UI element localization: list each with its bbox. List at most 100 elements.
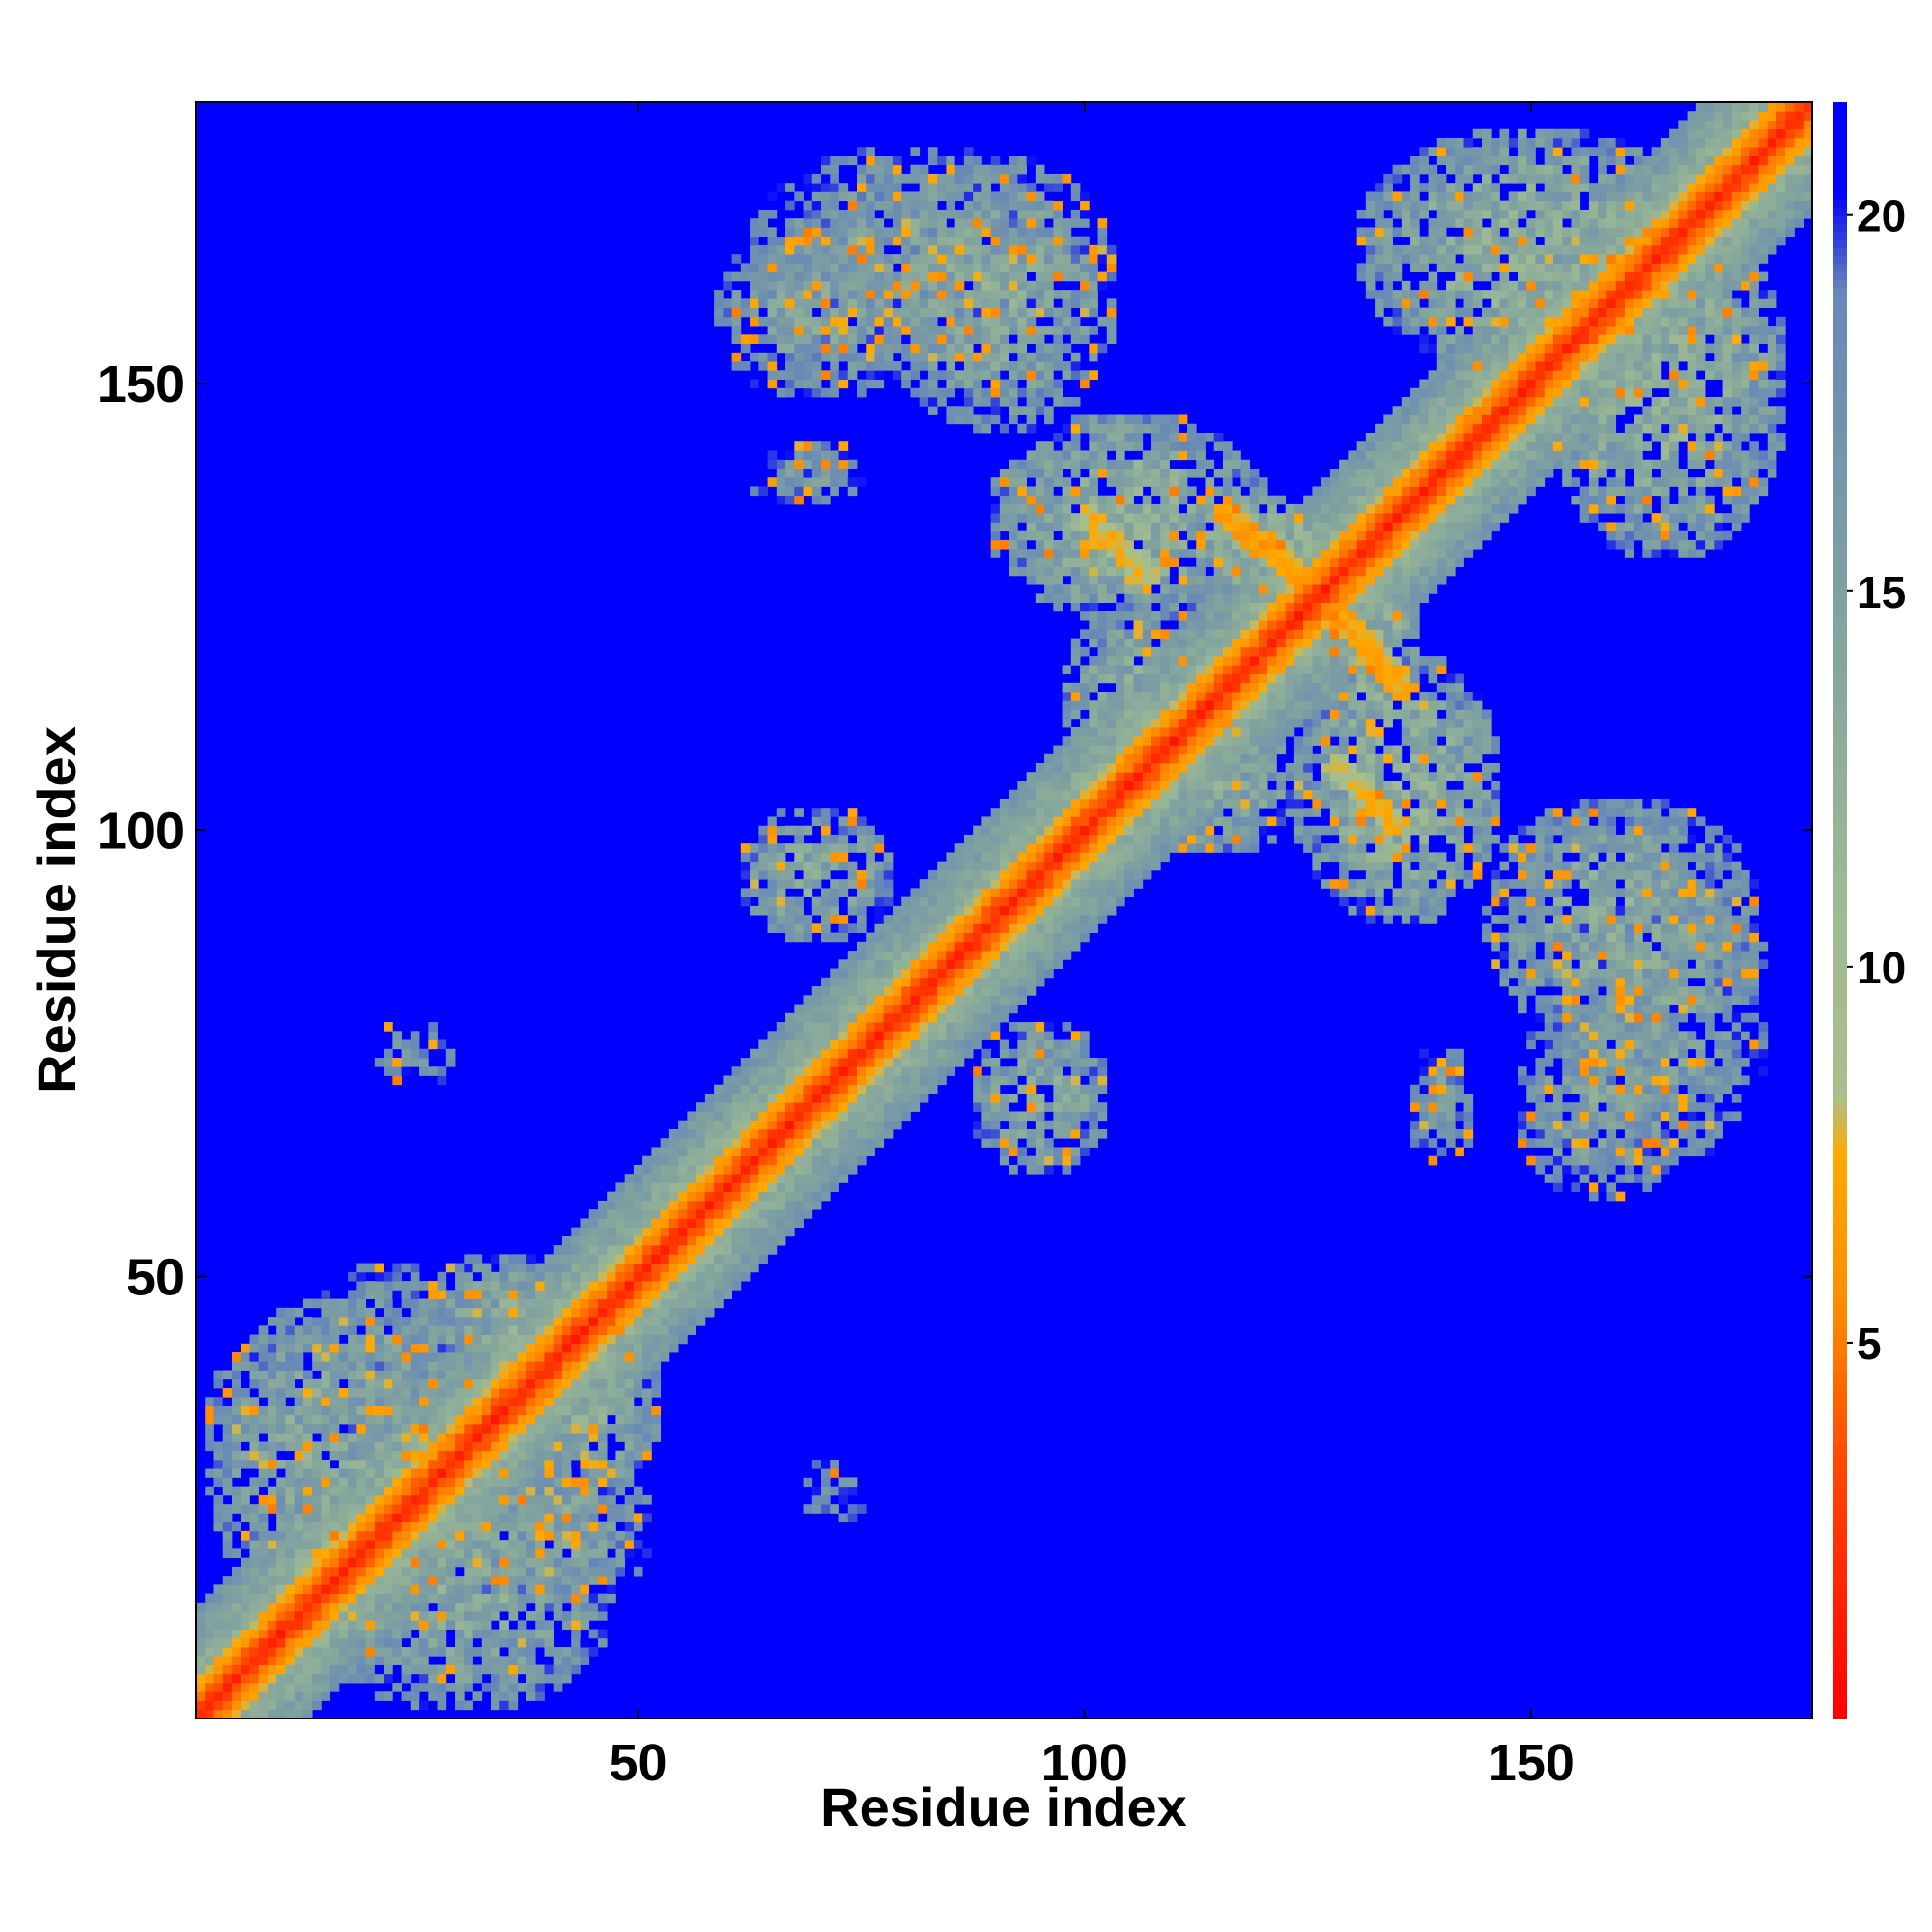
heatmap-cell bbox=[607, 1521, 616, 1532]
heatmap-cell bbox=[750, 1048, 759, 1059]
heatmap-cell bbox=[785, 477, 795, 487]
heatmap-cell bbox=[1035, 503, 1045, 514]
heatmap-cell bbox=[1080, 280, 1090, 291]
heatmap-cell bbox=[499, 1504, 509, 1514]
heatmap-cell bbox=[821, 986, 831, 996]
heatmap-cell bbox=[776, 1075, 786, 1086]
heatmap-cell bbox=[910, 173, 921, 184]
heatmap-cell bbox=[883, 941, 894, 952]
heatmap-cell bbox=[1017, 326, 1027, 335]
heatmap-cell bbox=[1017, 503, 1027, 514]
heatmap-cell bbox=[794, 361, 804, 371]
heatmap-cell bbox=[973, 1128, 982, 1139]
heatmap-cell bbox=[785, 486, 795, 497]
heatmap-cell bbox=[830, 1111, 839, 1122]
heatmap-cell bbox=[1070, 861, 1081, 871]
heatmap-cell bbox=[445, 1656, 456, 1665]
heatmap-cell bbox=[410, 1298, 420, 1309]
heatmap-cell bbox=[1062, 1058, 1072, 1067]
heatmap-cell bbox=[1080, 852, 1090, 863]
heatmap-cell bbox=[1053, 593, 1063, 604]
heatmap-cell bbox=[821, 1459, 831, 1469]
heatmap-cell bbox=[571, 1397, 581, 1406]
heatmap-cell bbox=[687, 1290, 697, 1299]
heatmap-cell bbox=[1062, 1128, 1072, 1139]
heatmap-cell bbox=[312, 1388, 322, 1398]
heatmap-cell bbox=[410, 1031, 420, 1040]
heatmap-cell bbox=[973, 995, 982, 1005]
heatmap-cell bbox=[990, 825, 1001, 836]
heatmap-cell bbox=[723, 1174, 732, 1183]
heatmap-cell bbox=[892, 334, 902, 344]
heatmap-cell bbox=[750, 254, 759, 264]
heatmap-cell bbox=[571, 1298, 581, 1309]
heatmap-cell bbox=[374, 1521, 384, 1532]
heatmap-cell bbox=[356, 1504, 367, 1514]
heatmap-cell bbox=[348, 1486, 357, 1496]
heatmap-cell bbox=[990, 361, 1001, 371]
heatmap-cell bbox=[981, 244, 992, 255]
heatmap-cell bbox=[374, 1441, 384, 1452]
heatmap-cell bbox=[241, 1494, 250, 1505]
heatmap-cell bbox=[821, 459, 831, 469]
heatmap-cell bbox=[267, 1494, 277, 1505]
heatmap-cell bbox=[767, 1111, 778, 1122]
heatmap-cell bbox=[847, 191, 858, 202]
heatmap-cell bbox=[830, 468, 839, 478]
heatmap-cell bbox=[1026, 1039, 1037, 1050]
heatmap-cell bbox=[526, 1494, 536, 1505]
heatmap-cell bbox=[963, 932, 974, 943]
heatmap-cell bbox=[374, 1397, 384, 1406]
heatmap-cell bbox=[856, 1075, 867, 1086]
heatmap-cell bbox=[1062, 218, 1072, 228]
heatmap-cell bbox=[954, 1012, 965, 1023]
heatmap-cell bbox=[1062, 1155, 1072, 1166]
heatmap-cell bbox=[1044, 495, 1054, 505]
heatmap-cell bbox=[963, 290, 974, 299]
heatmap-cell bbox=[954, 896, 965, 907]
heatmap-cell bbox=[374, 1656, 384, 1665]
heatmap-cell bbox=[830, 227, 839, 238]
heatmap-cell bbox=[1080, 905, 1090, 916]
heatmap-cell bbox=[571, 1423, 581, 1434]
heatmap-cell bbox=[401, 1066, 412, 1076]
heatmap-cell bbox=[294, 1450, 304, 1461]
heatmap-cell bbox=[384, 1504, 393, 1514]
heatmap-cell bbox=[856, 995, 867, 1005]
heatmap-cell bbox=[517, 1486, 527, 1496]
heatmap-cell bbox=[615, 1245, 626, 1255]
heatmap-cell bbox=[838, 1174, 849, 1183]
heatmap-cell bbox=[1053, 566, 1063, 577]
heatmap-cell bbox=[597, 1254, 608, 1264]
heatmap-cell bbox=[1070, 1031, 1081, 1040]
heatmap-cell bbox=[580, 1298, 590, 1309]
heatmap-cell bbox=[597, 1494, 608, 1505]
heatmap-cell bbox=[954, 164, 965, 175]
heatmap-cell bbox=[553, 1343, 563, 1353]
heatmap-cell bbox=[553, 1530, 563, 1541]
heatmap-cell bbox=[776, 1084, 786, 1094]
heatmap-cell bbox=[615, 1504, 626, 1514]
heatmap-cell bbox=[696, 1138, 706, 1148]
heatmap-cell bbox=[794, 1022, 804, 1032]
heatmap-cell bbox=[356, 1477, 367, 1488]
heatmap-cell bbox=[990, 896, 1001, 907]
heatmap-cell bbox=[946, 191, 956, 202]
heatmap-cell bbox=[428, 1361, 438, 1371]
heatmap-cell bbox=[821, 1039, 831, 1050]
heatmap-cell bbox=[241, 1530, 250, 1541]
heatmap-cell bbox=[535, 1548, 545, 1559]
heatmap-cell bbox=[410, 1486, 420, 1496]
heatmap-cell bbox=[1053, 503, 1063, 514]
heatmap-cell bbox=[785, 1182, 795, 1193]
heatmap-cell bbox=[910, 1039, 921, 1050]
heatmap-cell bbox=[365, 1673, 376, 1684]
heatmap-cell bbox=[392, 1486, 402, 1496]
heatmap-cell bbox=[365, 1406, 376, 1416]
heatmap-cell bbox=[767, 1102, 778, 1112]
heatmap-cell bbox=[392, 1441, 402, 1452]
heatmap-cell bbox=[660, 1147, 670, 1157]
heatmap-cell bbox=[491, 1254, 500, 1264]
heatmap-cell bbox=[294, 1325, 304, 1335]
heatmap-cell bbox=[1062, 486, 1072, 497]
